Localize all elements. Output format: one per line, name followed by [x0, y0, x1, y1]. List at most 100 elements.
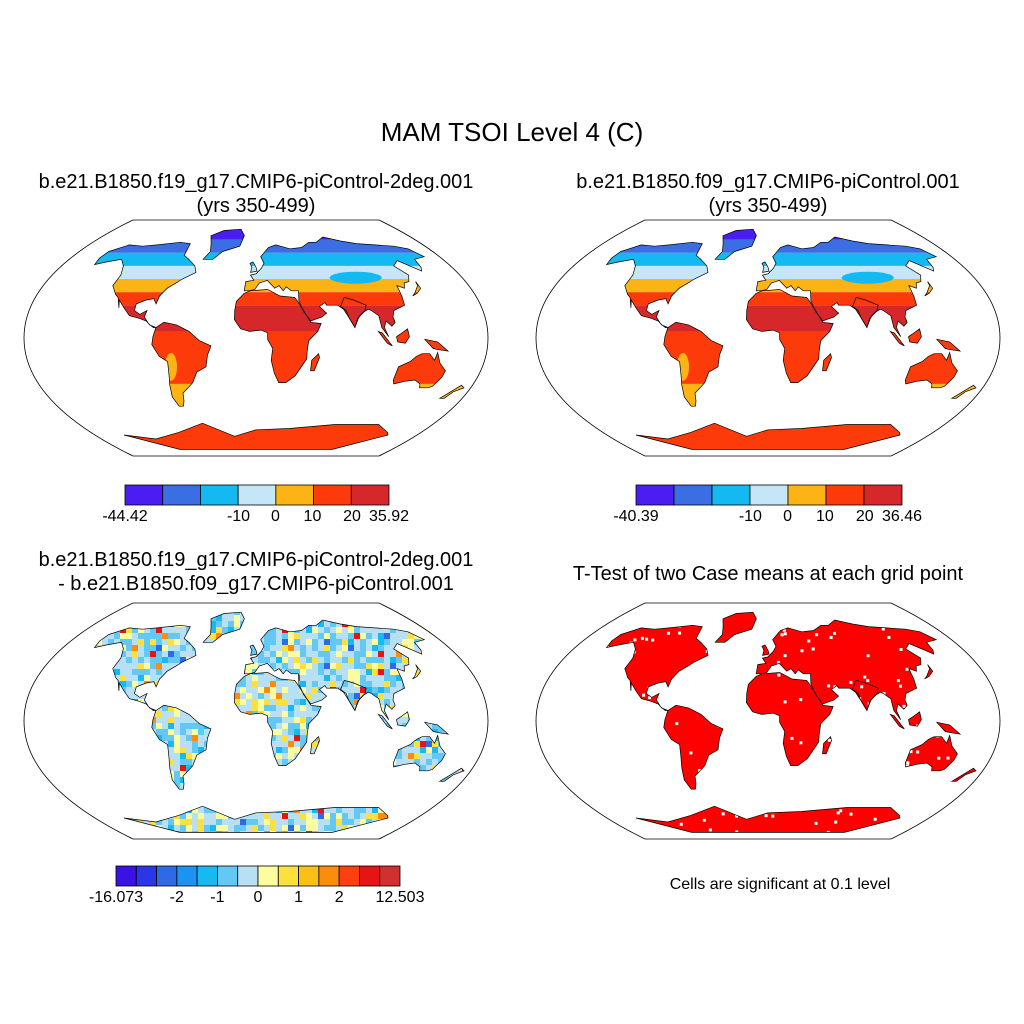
colorbar-tick-label: 0	[271, 508, 280, 525]
colorbar-box	[200, 484, 239, 506]
lat-band-land_coldest	[94, 229, 464, 240]
colorbar-tick-label: 35.92	[368, 508, 410, 525]
panel-case2-title: b.e21.B1850.f09_g17.CMIP6-piControl.001 …	[512, 170, 1024, 218]
andes-patch	[677, 352, 690, 381]
coastline-japan	[924, 281, 934, 297]
colorbar-tick-label: -10	[226, 508, 251, 525]
map-outline	[23, 602, 489, 840]
colorbar-difference	[115, 865, 401, 887]
coastline-uk	[761, 644, 770, 656]
figure-title: MAM TSOI Level 4 (C)	[380, 117, 644, 147]
lat-band-land_warm	[606, 292, 976, 306]
coastline-borneo	[396, 711, 410, 727]
coastline-borneo	[396, 328, 410, 344]
colorbar-box	[156, 865, 178, 887]
colorbar-tick-label: 0	[253, 889, 263, 906]
coastline-india	[340, 296, 367, 329]
lat-band-land_warm	[606, 331, 976, 384]
colorbar-box	[124, 484, 164, 506]
coastline-northAmerica	[93, 624, 197, 711]
significant-cells	[606, 612, 976, 833]
lat-band-land_warm_tropics	[94, 305, 464, 332]
colorbar-case2	[635, 484, 903, 506]
map-outline	[23, 219, 489, 457]
coastline-southAmerica	[151, 704, 212, 790]
colorbar-box	[673, 484, 713, 506]
tibet-patch	[329, 271, 382, 284]
coastline-eurasia	[755, 619, 938, 720]
coastline-greenland	[202, 228, 245, 260]
coastline-africa	[746, 289, 834, 383]
land-field	[606, 612, 976, 833]
ttest-significance-note: Cells are significant at 0.1 level	[669, 876, 891, 893]
colorbar-box	[318, 865, 340, 887]
coastline-antarctica	[635, 805, 901, 833]
panel-difference-title: b.e21.B1850.f19_g17.CMIP6-piControl-2deg…	[0, 548, 512, 596]
colorbar-box	[257, 865, 279, 887]
colorbar-tick-label: -2	[169, 889, 184, 906]
coastline-antarctica	[123, 422, 389, 450]
colorbar-tick-label: -44.42	[102, 508, 148, 525]
lat-band-land_mild	[606, 383, 976, 411]
colorbar-box	[350, 484, 390, 506]
coastline-australia	[392, 734, 446, 772]
panel-difference-title-line1: b.e21.B1850.f19_g17.CMIP6-piControl-2deg…	[38, 549, 474, 571]
colorbar-box	[863, 484, 903, 506]
coastline-antarctica	[635, 422, 901, 450]
tibet-patch	[841, 271, 894, 284]
colorbar-box	[275, 484, 314, 506]
coastline-uk	[249, 261, 258, 273]
coastline-newGuinea	[423, 338, 450, 352]
coastline-southAmerica	[663, 704, 724, 790]
lat-band-land_warm_tropics	[606, 305, 976, 332]
lat-band-land_mild	[94, 383, 464, 411]
panel-case1-title-line1: b.e21.B1850.f19_g17.CMIP6-piControl-2deg…	[38, 171, 474, 193]
coastline-africa	[234, 289, 322, 383]
coastline-nz	[438, 384, 465, 399]
colorbar-box	[115, 865, 137, 887]
coastline-nz	[950, 384, 977, 399]
colorbar-tick-label: 1	[294, 889, 304, 906]
colorbar-tick-label: 0	[783, 508, 793, 525]
panel-ttest-title: T-Test of two Case means at each grid po…	[512, 562, 1024, 586]
colorbar-tick-label: 20	[855, 508, 874, 525]
panel-case2-title-line2: (yrs 350-499)	[708, 195, 828, 217]
coastline-newGuinea	[423, 721, 450, 735]
colorbar-box	[237, 484, 277, 506]
coastline-eurasia	[755, 236, 938, 337]
coastline-japan	[412, 664, 422, 680]
coastline-australia	[392, 351, 446, 389]
map-ttest	[535, 602, 1001, 840]
coastline-sumatra	[377, 713, 393, 730]
colorbar-tick-label: -1	[210, 889, 225, 906]
lat-band-land_warm	[94, 292, 464, 306]
panel-case1-title: b.e21.B1850.f19_g17.CMIP6-piControl-2deg…	[0, 170, 512, 218]
land-field	[94, 229, 464, 450]
lat-band-land_warm	[94, 331, 464, 384]
andes-patch	[165, 352, 178, 381]
coastline-newGuinea	[935, 338, 962, 352]
coastline-india	[852, 679, 879, 712]
map-difference	[23, 602, 489, 840]
coastline-madagascar	[822, 353, 832, 372]
coastline-sumatra	[889, 330, 905, 347]
colorbar-box	[749, 484, 789, 506]
coastline-antarctica	[123, 805, 389, 833]
colorbar-box	[277, 865, 299, 887]
colorbar-box	[711, 484, 751, 506]
coastline-newGuinea	[935, 721, 962, 735]
colorbar-box	[635, 484, 675, 506]
panel-difference-title-line2: - b.e21.B1850.f09_g17.CMIP6-piControl.00…	[58, 573, 454, 595]
land-field	[606, 229, 976, 450]
coastline-australia	[904, 734, 958, 772]
panel-case2-title-line1: b.e21.B1850.f09_g17.CMIP6-piControl.001	[576, 171, 960, 193]
colorbar-tick-label: -16.073	[88, 889, 144, 906]
colorbar-tick-label: 10	[303, 508, 322, 525]
coastline-india	[852, 296, 879, 329]
coastline-sumatra	[889, 713, 905, 730]
colorbar-case1	[124, 484, 390, 506]
coastline-nz	[950, 767, 977, 782]
coastline-india	[340, 679, 367, 712]
coastline-borneo	[908, 328, 922, 344]
coastline-southAmerica	[151, 321, 212, 407]
